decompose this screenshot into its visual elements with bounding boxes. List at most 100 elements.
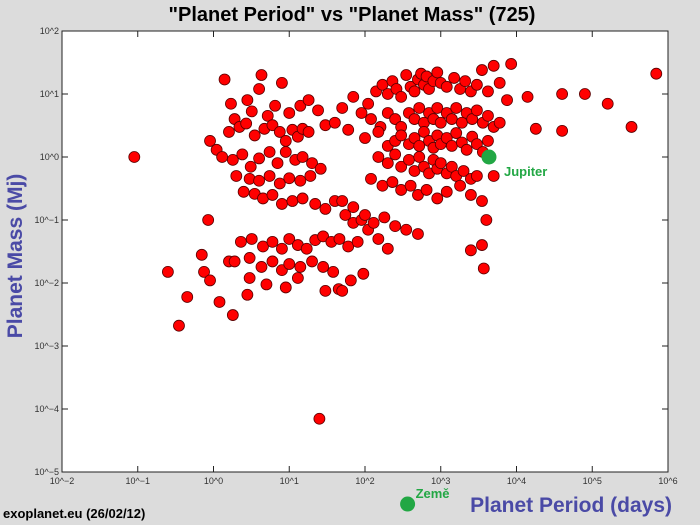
data-point xyxy=(359,209,371,221)
data-point xyxy=(431,192,444,205)
data-point xyxy=(333,233,346,245)
data-point xyxy=(454,179,466,192)
data-point xyxy=(312,104,324,117)
y-axis: 10^−5 10^−4 10^−3 10^−2 10^−1 10^0 10^1 10^2 xyxy=(35,26,668,477)
data-point xyxy=(529,122,542,135)
data-point xyxy=(464,244,477,257)
data-point xyxy=(389,113,402,125)
data-point xyxy=(493,77,506,89)
data-point xyxy=(601,97,614,110)
data-point xyxy=(470,170,483,182)
data-point xyxy=(476,239,488,251)
data-point xyxy=(283,258,296,270)
data-point xyxy=(225,97,237,110)
data-point xyxy=(317,261,330,273)
data-point xyxy=(420,184,433,196)
x-tick-label: 10^3 xyxy=(431,476,450,486)
y-tick-label: 10^−4 xyxy=(35,404,60,414)
data-point xyxy=(226,153,239,166)
data-point xyxy=(389,220,402,233)
data-point xyxy=(521,90,534,103)
data-point xyxy=(300,242,313,255)
data-point xyxy=(650,67,663,80)
data-point xyxy=(260,278,273,291)
data-point xyxy=(279,146,292,158)
data-point xyxy=(448,72,460,84)
data-point xyxy=(365,172,377,185)
data-point xyxy=(395,129,408,142)
data-point xyxy=(445,113,458,125)
data-point xyxy=(482,85,494,98)
data-point xyxy=(218,73,231,86)
data-point xyxy=(357,267,370,280)
data-point xyxy=(381,157,394,170)
data-point xyxy=(404,179,417,192)
data-point xyxy=(236,148,249,161)
data-point xyxy=(198,266,210,278)
data-point xyxy=(271,157,284,170)
data-point xyxy=(204,135,216,147)
data-point xyxy=(625,121,638,133)
y-axis-label: Planet Mass (Mj) xyxy=(4,174,27,339)
data-point xyxy=(237,185,250,198)
data-point xyxy=(243,252,256,264)
data-point xyxy=(266,119,279,132)
y-tick-label: 10^1 xyxy=(40,89,59,99)
data-point xyxy=(204,274,216,287)
highlight-points: Jupiter Země xyxy=(400,149,547,512)
x-tick-label: 10^5 xyxy=(583,476,602,486)
data-point xyxy=(319,284,332,297)
y-tick-label: 10^−2 xyxy=(35,278,60,288)
annotation-earth: Země xyxy=(416,486,450,501)
data-point xyxy=(464,189,477,201)
plot-area xyxy=(61,30,669,473)
data-point xyxy=(403,153,415,166)
data-point xyxy=(440,185,453,198)
data-point xyxy=(336,284,349,297)
data-point xyxy=(279,135,292,147)
data-point xyxy=(459,75,472,88)
data-point xyxy=(223,126,235,138)
data-point xyxy=(470,104,483,117)
data-point xyxy=(395,160,408,173)
data-point xyxy=(482,135,494,147)
data-point xyxy=(302,126,315,138)
y-tick-label: 10^−1 xyxy=(35,215,60,225)
data-point xyxy=(230,170,243,182)
data-points xyxy=(128,58,663,425)
source-note: exoplanet.eu (26/02/12) xyxy=(3,506,145,521)
data-point xyxy=(470,78,483,91)
data-point xyxy=(367,216,380,229)
data-point xyxy=(372,233,385,245)
data-point xyxy=(400,69,413,81)
data-point xyxy=(161,266,174,278)
data-point xyxy=(279,281,292,294)
y-tick-label: 10^2 xyxy=(40,26,59,36)
data-point xyxy=(243,272,256,284)
data-point xyxy=(434,157,447,170)
data-point xyxy=(413,151,426,163)
data-point xyxy=(431,102,444,114)
data-point xyxy=(359,132,371,144)
data-point xyxy=(339,209,352,221)
data-point xyxy=(216,151,229,163)
data-point xyxy=(253,83,266,95)
data-point xyxy=(342,123,355,136)
highlight-point-earth xyxy=(400,496,416,512)
data-point xyxy=(319,203,332,215)
data-point xyxy=(309,198,322,210)
chart-title: "Planet Period" vs "Planet Mass" (725) xyxy=(169,4,536,26)
data-point xyxy=(344,274,357,287)
data-point xyxy=(376,179,389,192)
data-point xyxy=(455,116,468,129)
y-tick-label: 10^−3 xyxy=(35,341,60,351)
data-point xyxy=(235,235,247,248)
data-point xyxy=(372,151,385,163)
data-point xyxy=(362,97,375,110)
data-point xyxy=(327,266,340,278)
data-point xyxy=(412,228,424,240)
data-point xyxy=(317,230,330,243)
data-point xyxy=(213,296,226,308)
data-point xyxy=(248,129,261,142)
data-point xyxy=(306,157,318,170)
